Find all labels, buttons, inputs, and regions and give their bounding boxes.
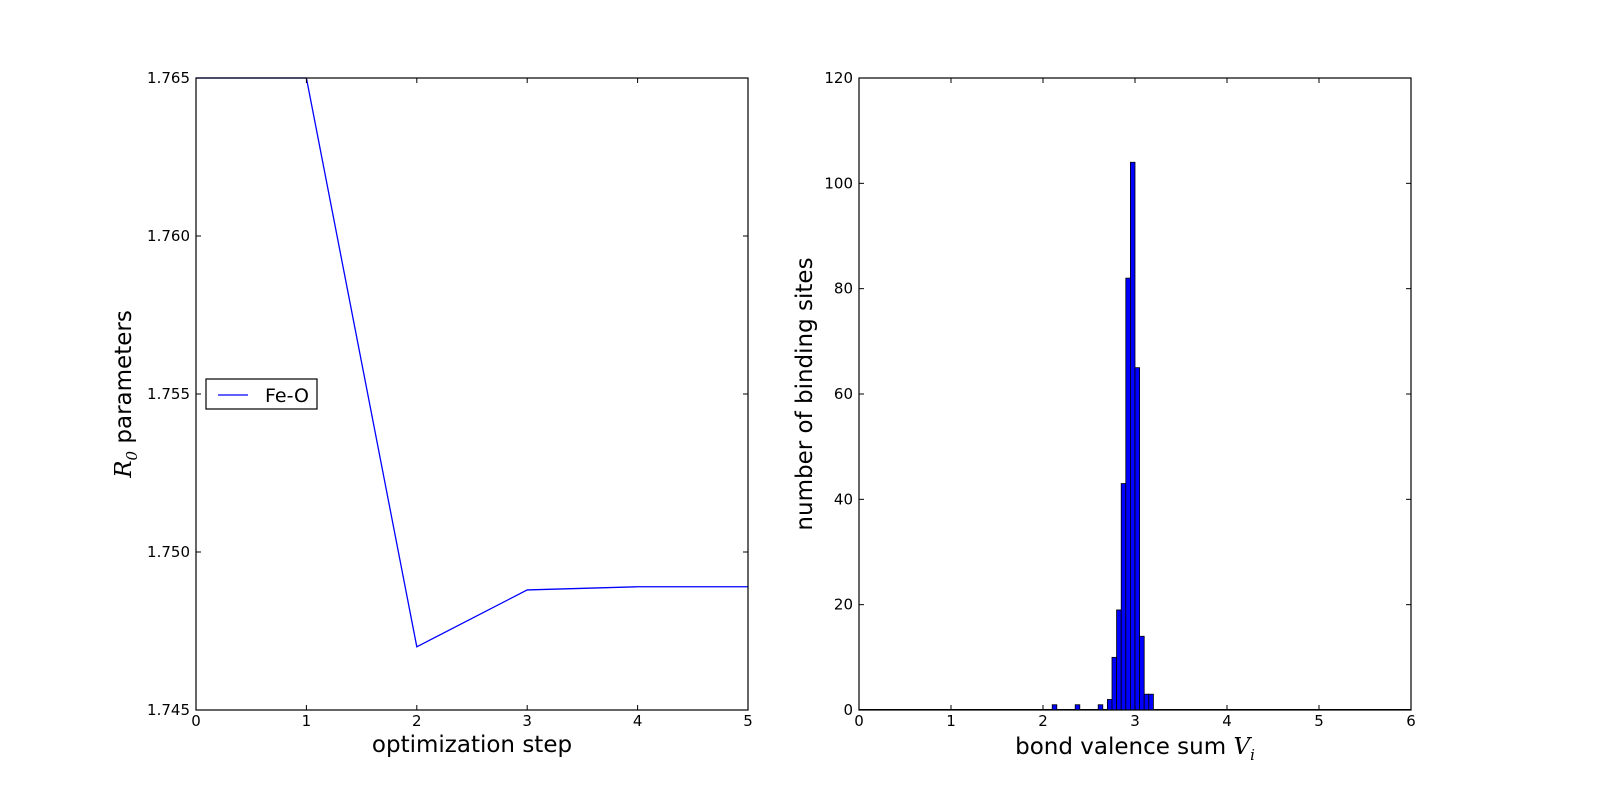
histogram-bar-5 (1116, 609, 1122, 711)
x-axis-label-space (1226, 734, 1233, 760)
y-tick-label: 80 (834, 280, 853, 298)
x-tick-label: 6 (1406, 712, 1416, 730)
y-tick-label: 1.755 (147, 385, 190, 403)
x-axis-label: optimization step (372, 732, 572, 758)
x-tick-label: 1 (302, 712, 312, 730)
y-axis-label-space (111, 444, 137, 451)
y-axis-label-text: parameters (111, 310, 137, 443)
x-axis-label-symbol: V (1233, 734, 1252, 760)
x-tick-label: 2 (412, 712, 422, 730)
y-axis-label-symbol: R (111, 460, 137, 478)
y-tick-label: 100 (824, 174, 853, 192)
histogram-bar-8 (1130, 161, 1136, 711)
y-tick-label: 1.745 (147, 701, 190, 719)
histogram-bar-3 (1107, 699, 1113, 711)
y-axis-label: R0 parameters (111, 310, 141, 479)
histogram-bar-1 (1074, 704, 1081, 711)
series-line-0 (196, 77, 748, 648)
x-tick-label: 3 (1130, 712, 1140, 730)
x-tick-label: 5 (743, 712, 753, 730)
y-tick-label: 40 (834, 490, 853, 508)
x-tick-label: 0 (854, 712, 864, 730)
x-tick-label: 4 (1222, 712, 1232, 730)
legend-label: Fe-O (265, 385, 309, 407)
y-tick-label: 1.760 (147, 227, 190, 245)
histogram-bar-11 (1143, 693, 1150, 711)
y-tick-label: 60 (834, 385, 853, 403)
x-tick-label: 1 (946, 712, 956, 730)
line-chart-r0-parameters: 0 1 2 3 4 5 1.745 1.750 1.755 1.760 1.765 optimizat… (111, 69, 753, 758)
x-tick-label: 3 (522, 712, 532, 730)
histogram-bar-6 (1120, 483, 1127, 711)
y-tick-label: 120 (824, 69, 853, 87)
y-axis-label-subscript: 0 (123, 450, 141, 460)
histogram-bar-2 (1097, 704, 1104, 711)
x-axis-label: bond valence sum Vi (1015, 734, 1255, 764)
x-tick-label: 0 (191, 712, 201, 730)
x-axis-label-subscript: i (1250, 746, 1255, 764)
histogram-bar-12 (1148, 693, 1154, 711)
y-tick-label: 1.750 (147, 543, 190, 561)
legend: Fe-O (205, 378, 318, 410)
histogram-bar-7 (1125, 277, 1131, 711)
y-tick-label: 0 (843, 701, 853, 719)
x-tick-label: 5 (1314, 712, 1324, 730)
y-tick-label: 1.765 (147, 69, 190, 87)
x-tick-label: 4 (633, 712, 643, 730)
histogram-bar-10 (1139, 635, 1145, 711)
histogram-bar-9 (1134, 367, 1140, 711)
histogram-bar-4 (1111, 656, 1117, 711)
x-axis-label-text: bond valence sum (1015, 734, 1226, 760)
x-tick-label: 2 (1038, 712, 1048, 730)
legend-box (205, 378, 318, 410)
y-axis-label: number of binding sites (792, 257, 818, 530)
histogram-bar-0 (1051, 704, 1058, 711)
y-tick-label: 20 (834, 596, 853, 614)
